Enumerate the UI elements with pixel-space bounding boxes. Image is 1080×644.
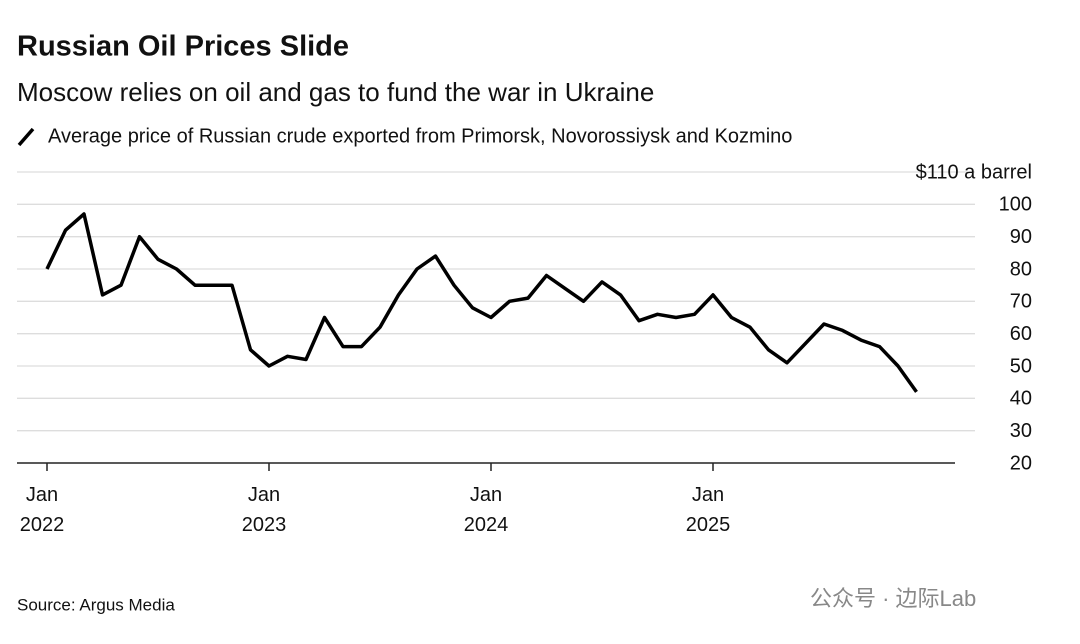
y-tick-label: 20 bbox=[1010, 452, 1032, 474]
y-tick-label: 60 bbox=[1010, 323, 1032, 345]
y-tick-label: 80 bbox=[1010, 258, 1032, 280]
x-tick-label: Jan 2023 bbox=[241, 484, 287, 536]
chart-subtitle: Moscow relies on oil and gas to fund the… bbox=[17, 77, 654, 107]
x-tick-label: Jan 2025 bbox=[685, 484, 731, 536]
y-tick-label: 90 bbox=[1010, 226, 1032, 248]
y-tick-label: 30 bbox=[1010, 420, 1032, 442]
y-tick-label: 70 bbox=[1010, 291, 1032, 313]
price-line bbox=[45, 212, 918, 393]
y-tick-label: 100 bbox=[999, 194, 1032, 216]
y-tick-label: $110 a barrel bbox=[916, 161, 1032, 183]
y-tick-label: 50 bbox=[1010, 355, 1032, 377]
legend-swatch bbox=[17, 127, 35, 147]
x-tick-label: Jan 2022 bbox=[19, 484, 65, 536]
legend-label: Average price of Russian crude exported … bbox=[48, 125, 792, 147]
watermark: 公众号 · 边际Lab bbox=[810, 586, 976, 611]
chart-title: Russian Oil Prices Slide bbox=[17, 31, 349, 63]
source: Source: Argus Media bbox=[17, 595, 175, 614]
y-tick-label: 40 bbox=[1010, 388, 1032, 410]
x-tick-label: Jan 2024 bbox=[463, 484, 509, 536]
